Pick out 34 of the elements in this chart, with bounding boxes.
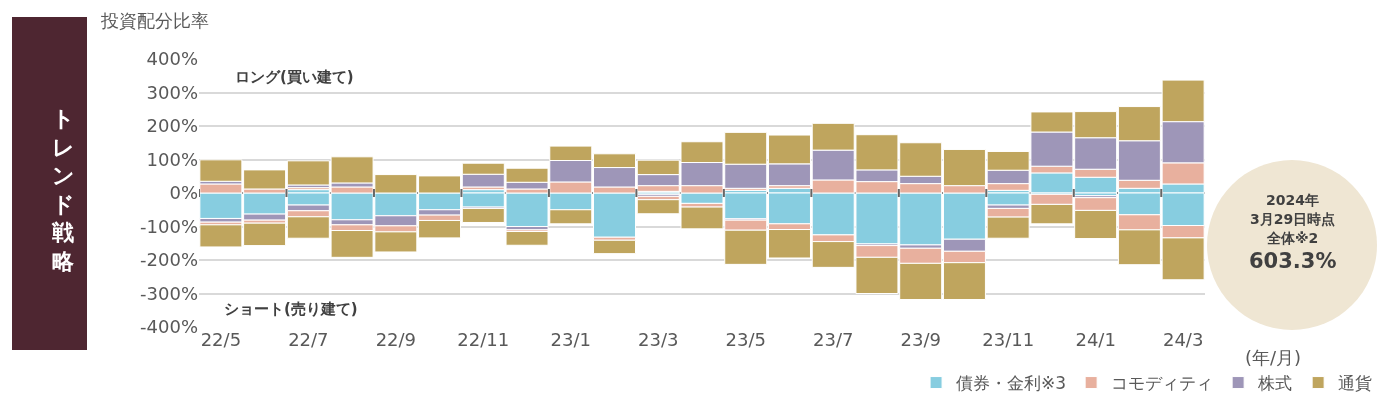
legend-label: 株式	[1257, 373, 1293, 394]
x-tick-label: 23/5	[725, 329, 766, 350]
y-tick-label: 200%	[146, 115, 198, 137]
annotation: ロング(買い建て)	[235, 68, 354, 86]
y-tick-label: 300%	[146, 81, 198, 103]
y-tick-label: 100%	[146, 148, 198, 170]
x-axis-title: (年/月)	[1245, 347, 1302, 368]
text: トレンド戦略	[51, 106, 75, 274]
y-tick-label: -100%	[140, 215, 198, 237]
text: 2024年	[1266, 192, 1319, 208]
y-axis-title: 投資配分比率	[100, 10, 209, 31]
y-tick-label: -200%	[140, 249, 198, 271]
x-tick-label: 23/7	[813, 329, 854, 350]
x-tick-label: 22/11	[457, 329, 510, 350]
y-tick-label: -400%	[140, 316, 198, 338]
legend-label: コモディティ	[1111, 373, 1214, 394]
y-tick-label: -300%	[140, 282, 198, 304]
x-tick-label: 24/1	[1075, 329, 1116, 350]
x-tick-label: 22/9	[375, 329, 417, 350]
x-tick-label: 22/5	[200, 329, 242, 350]
text: 全体※2	[1266, 230, 1319, 246]
x-tick-label: 24/3	[1162, 329, 1204, 350]
x-tick-label: 22/7	[288, 329, 329, 350]
x-tick-label: 23/3	[638, 329, 679, 350]
text: 603.3%	[1249, 249, 1337, 273]
legend-label: 通貨	[1338, 373, 1373, 394]
x-tick-label: 23/11	[982, 329, 1035, 350]
y-tick-label: 400%	[146, 48, 198, 70]
legend-label: 債券・金利※3	[956, 373, 1067, 394]
x-tick-label: 23/1	[550, 329, 591, 350]
y-tick-label: 0%	[169, 182, 198, 204]
text: 3月29日時点	[1250, 211, 1336, 227]
annotation: ショート(売り建て)	[224, 300, 358, 318]
x-tick-label: 23/9	[900, 329, 941, 350]
